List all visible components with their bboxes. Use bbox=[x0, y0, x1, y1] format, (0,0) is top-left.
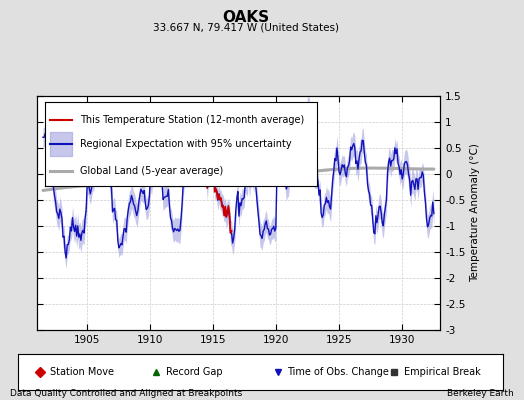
Text: Time of Obs. Change: Time of Obs. Change bbox=[287, 367, 389, 377]
Text: Berkeley Earth: Berkeley Earth bbox=[447, 389, 514, 398]
Text: Station Move: Station Move bbox=[50, 367, 114, 377]
Text: Empirical Break: Empirical Break bbox=[403, 367, 481, 377]
Text: Record Gap: Record Gap bbox=[166, 367, 223, 377]
Text: 33.667 N, 79.417 W (United States): 33.667 N, 79.417 W (United States) bbox=[154, 22, 339, 32]
Text: This Temperature Station (12-month average): This Temperature Station (12-month avera… bbox=[80, 116, 304, 126]
Text: Data Quality Controlled and Aligned at Breakpoints: Data Quality Controlled and Aligned at B… bbox=[10, 389, 243, 398]
Text: Regional Expectation with 95% uncertainty: Regional Expectation with 95% uncertaint… bbox=[80, 139, 291, 149]
Y-axis label: Temperature Anomaly (°C): Temperature Anomaly (°C) bbox=[470, 144, 479, 282]
Text: Global Land (5-year average): Global Land (5-year average) bbox=[80, 166, 223, 176]
Text: OAKS: OAKS bbox=[223, 10, 270, 25]
